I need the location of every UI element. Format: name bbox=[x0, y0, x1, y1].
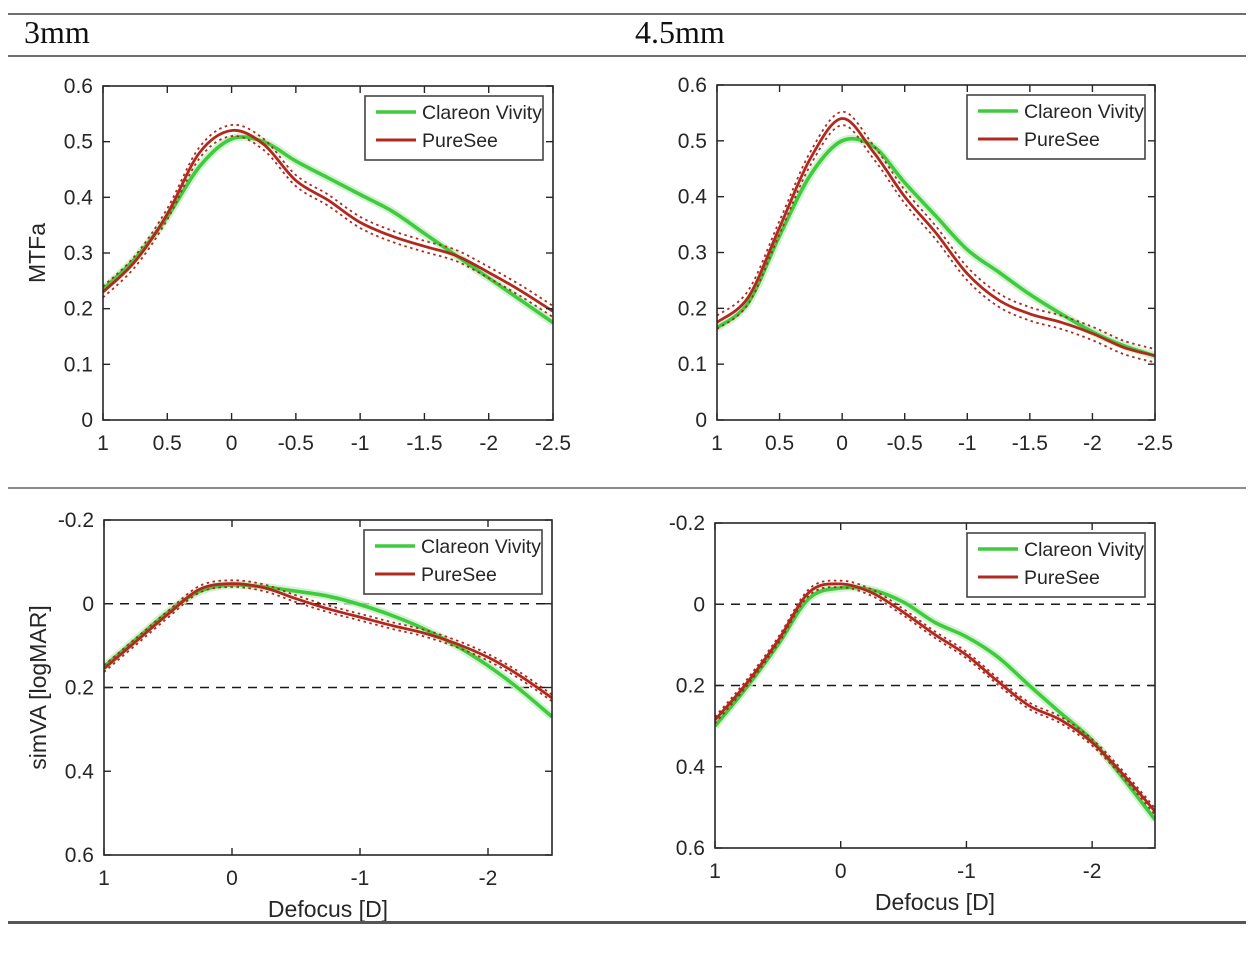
svg-text:0.4: 0.4 bbox=[65, 760, 95, 783]
svg-text:0.6: 0.6 bbox=[676, 837, 705, 860]
svg-text:0.2: 0.2 bbox=[676, 675, 705, 698]
svg-text:PureSee: PureSee bbox=[1024, 567, 1100, 589]
svg-text:-2.5: -2.5 bbox=[535, 432, 571, 455]
svg-text:0.5: 0.5 bbox=[765, 432, 794, 455]
svg-text:-0.5: -0.5 bbox=[278, 432, 314, 455]
chart-simva-3mm: 1 0 -1 -2 -0.2 0 0.2 0.4 0.6 Defocus [D] simVA [lo… bbox=[25, 509, 553, 922]
svg-text:1: 1 bbox=[98, 867, 110, 890]
svg-text:0: 0 bbox=[695, 409, 707, 432]
svg-text:Clareon Vivity: Clareon Vivity bbox=[422, 102, 542, 124]
svg-text:0.4: 0.4 bbox=[678, 186, 708, 209]
svg-text:0.2: 0.2 bbox=[678, 297, 707, 320]
svg-text:PureSee: PureSee bbox=[422, 130, 498, 152]
svg-text:0.5: 0.5 bbox=[678, 130, 707, 153]
svg-text:-1: -1 bbox=[958, 432, 977, 455]
svg-text:Defocus [D]: Defocus [D] bbox=[875, 889, 995, 915]
svg-text:-1: -1 bbox=[351, 432, 370, 455]
svg-text:0.6: 0.6 bbox=[65, 844, 94, 867]
svg-text:Clareon Vivity: Clareon Vivity bbox=[1024, 539, 1144, 561]
svg-text:0: 0 bbox=[226, 432, 238, 455]
svg-text:0.5: 0.5 bbox=[153, 432, 182, 455]
svg-text:0: 0 bbox=[81, 409, 93, 432]
svg-text:1: 1 bbox=[709, 860, 721, 883]
svg-text:0: 0 bbox=[693, 593, 705, 616]
svg-text:0: 0 bbox=[82, 593, 94, 616]
svg-text:MTFa: MTFa bbox=[24, 223, 50, 283]
svg-text:Clareon Vivity: Clareon Vivity bbox=[1024, 101, 1144, 123]
svg-text:0.5: 0.5 bbox=[64, 131, 93, 154]
svg-text:Defocus [D]: Defocus [D] bbox=[268, 896, 388, 922]
svg-text:0.3: 0.3 bbox=[64, 242, 93, 265]
svg-text:0.1: 0.1 bbox=[678, 353, 707, 376]
svg-text:0.3: 0.3 bbox=[678, 242, 707, 265]
svg-text:0.2: 0.2 bbox=[64, 298, 93, 321]
svg-text:-0.5: -0.5 bbox=[887, 432, 923, 455]
chart-simva-4-5mm: 1 0 -1 -2 -0.2 0 0.2 0.4 0.6 Defocus [D] Clareon V… bbox=[669, 512, 1156, 915]
column-header-3mm: 3mm bbox=[24, 14, 90, 50]
svg-text:simVA [logMAR]: simVA [logMAR] bbox=[25, 605, 51, 769]
column-header-4-5mm: 4.5mm bbox=[635, 14, 725, 50]
svg-text:-0.2: -0.2 bbox=[58, 509, 94, 532]
svg-text:PureSee: PureSee bbox=[1024, 129, 1100, 151]
separator-bottom bbox=[8, 921, 1246, 924]
svg-text:-1.5: -1.5 bbox=[1012, 432, 1048, 455]
svg-text:-1: -1 bbox=[957, 860, 976, 883]
svg-text:0.2: 0.2 bbox=[65, 677, 94, 700]
svg-text:-2: -2 bbox=[1083, 860, 1102, 883]
svg-text:1: 1 bbox=[711, 432, 723, 455]
chart-mtfa-3mm: 1 0.5 0 -0.5 -1 -1.5 -2 -2.5 0 0.1 0.2 0.3 0.4 0.5 0.6… bbox=[24, 75, 571, 455]
svg-text:0.6: 0.6 bbox=[64, 75, 93, 98]
svg-text:-2: -2 bbox=[1083, 432, 1102, 455]
separator-top bbox=[8, 13, 1246, 15]
svg-text:0.4: 0.4 bbox=[676, 756, 706, 779]
svg-text:-2.5: -2.5 bbox=[1137, 432, 1173, 455]
svg-text:1: 1 bbox=[97, 432, 109, 455]
chart-mtfa-4-5mm: 1 0.5 0 -0.5 -1 -1.5 -2 -2.5 0 0.1 0.2 0.3 0.4 0.5 0.6… bbox=[678, 74, 1173, 455]
svg-text:-1: -1 bbox=[351, 867, 370, 890]
svg-text:0.6: 0.6 bbox=[678, 74, 707, 97]
svg-text:0.4: 0.4 bbox=[64, 186, 94, 209]
separator-middle bbox=[8, 487, 1246, 489]
svg-text:Clareon Vivity: Clareon Vivity bbox=[421, 536, 541, 558]
svg-text:-0.2: -0.2 bbox=[669, 512, 705, 535]
svg-text:-1.5: -1.5 bbox=[406, 432, 442, 455]
svg-text:0: 0 bbox=[226, 867, 238, 890]
svg-text:-2: -2 bbox=[479, 432, 498, 455]
svg-text:-2: -2 bbox=[479, 867, 498, 890]
svg-text:0.1: 0.1 bbox=[64, 353, 93, 376]
svg-text:0: 0 bbox=[836, 432, 848, 455]
separator-under-headers bbox=[8, 55, 1246, 57]
svg-text:PureSee: PureSee bbox=[421, 564, 497, 586]
svg-text:0: 0 bbox=[835, 860, 847, 883]
